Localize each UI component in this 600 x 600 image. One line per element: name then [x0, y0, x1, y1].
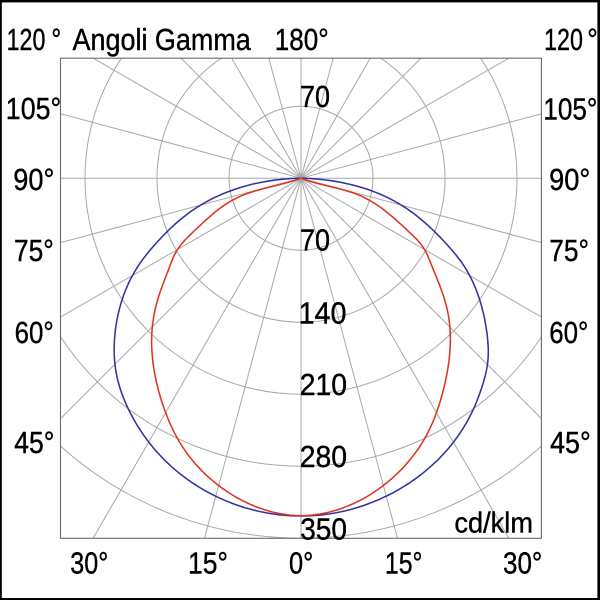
svg-text:60°: 60° — [15, 315, 54, 350]
svg-text:30°: 30° — [503, 546, 542, 581]
svg-text:120: 120 — [544, 22, 583, 57]
svg-text:280: 280 — [300, 439, 347, 474]
svg-text:°: ° — [51, 22, 61, 57]
svg-text:70: 70 — [300, 79, 330, 114]
svg-text:15°: 15° — [385, 546, 423, 581]
svg-text:180°: 180° — [275, 22, 329, 57]
svg-text:90°: 90° — [549, 162, 590, 197]
svg-text:210: 210 — [300, 367, 347, 402]
svg-text:15°: 15° — [188, 546, 228, 581]
svg-text:0°: 0° — [289, 546, 313, 581]
svg-text:90°: 90° — [13, 162, 54, 197]
svg-text:105°: 105° — [543, 92, 597, 127]
svg-text:75°: 75° — [14, 233, 54, 268]
svg-text:cd/klm: cd/klm — [454, 507, 533, 539]
svg-text:°: ° — [587, 22, 598, 57]
svg-text:45°: 45° — [14, 425, 54, 460]
svg-text:105°: 105° — [6, 91, 61, 126]
svg-text:120: 120 — [7, 22, 46, 57]
svg-text:70: 70 — [300, 223, 330, 258]
svg-text:75°: 75° — [549, 233, 589, 268]
svg-text:Angoli Gamma: Angoli Gamma — [73, 22, 252, 57]
svg-text:140: 140 — [299, 295, 347, 330]
svg-text:45°: 45° — [550, 425, 591, 460]
svg-text:30°: 30° — [70, 546, 108, 581]
svg-text:350: 350 — [300, 511, 347, 546]
svg-text:60°: 60° — [549, 315, 588, 350]
